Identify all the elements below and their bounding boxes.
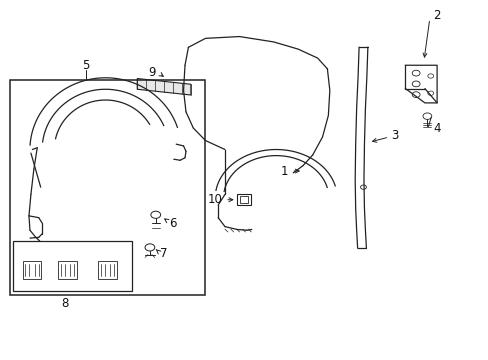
Bar bbox=[10, 80, 205, 295]
Text: 5: 5 bbox=[82, 59, 89, 72]
Text: 6: 6 bbox=[168, 216, 176, 230]
Bar bbox=[236, 194, 251, 205]
Bar bbox=[98, 261, 117, 279]
Bar bbox=[58, 261, 77, 279]
Text: 1: 1 bbox=[280, 165, 288, 177]
Text: 7: 7 bbox=[159, 247, 167, 260]
Text: 2: 2 bbox=[432, 9, 440, 22]
Polygon shape bbox=[137, 78, 190, 95]
Text: 10: 10 bbox=[207, 193, 222, 206]
Text: 3: 3 bbox=[390, 129, 397, 142]
Bar bbox=[239, 197, 248, 203]
Text: 9: 9 bbox=[148, 66, 156, 79]
Text: 8: 8 bbox=[61, 297, 69, 310]
Text: 4: 4 bbox=[432, 122, 440, 135]
Bar bbox=[22, 261, 41, 279]
Bar bbox=[13, 241, 132, 291]
